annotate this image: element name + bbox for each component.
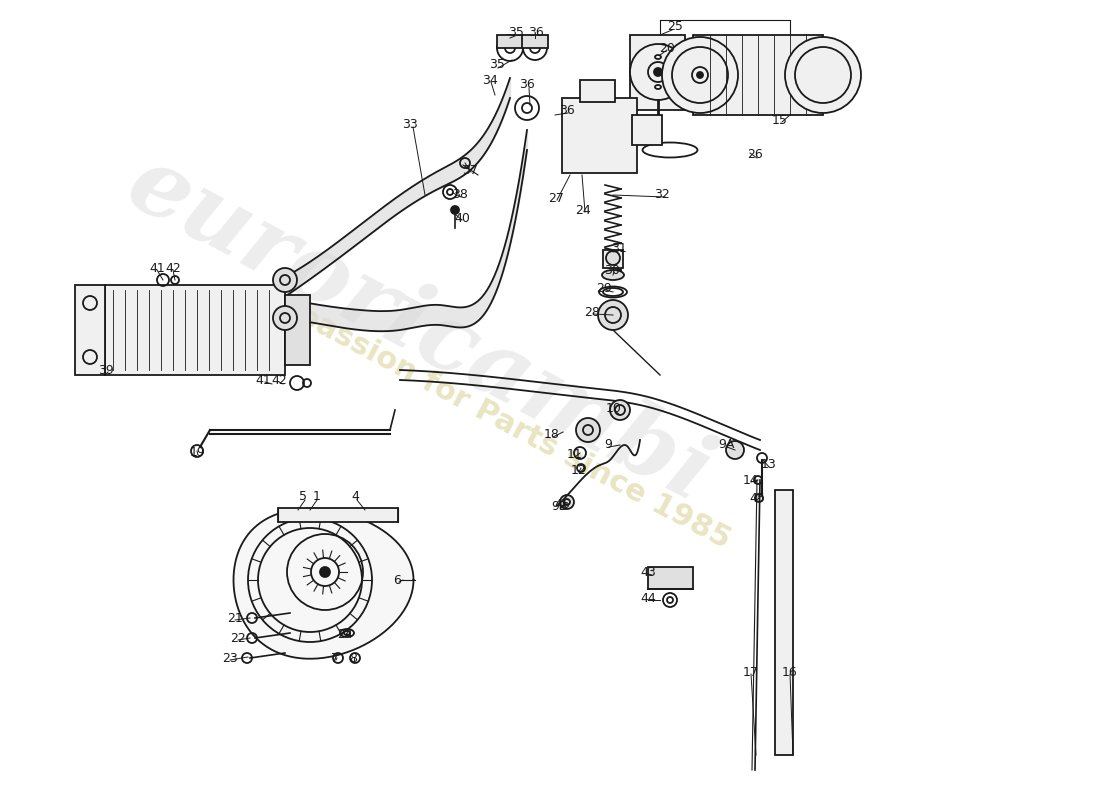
Bar [278,508,398,522]
Circle shape [630,44,686,100]
Text: 18: 18 [544,429,560,442]
Text: 12: 12 [571,463,587,477]
Bar [580,80,615,102]
Text: 22: 22 [230,631,246,645]
Circle shape [662,37,738,113]
Circle shape [560,495,574,509]
Circle shape [273,268,297,292]
Text: 17: 17 [744,666,759,678]
Bar [562,98,637,173]
Text: 41: 41 [150,262,165,274]
Circle shape [726,441,744,459]
Bar [648,567,693,589]
Circle shape [697,72,703,78]
Circle shape [451,206,459,214]
Text: 25: 25 [667,21,683,34]
Bar [776,490,793,755]
Bar [104,285,285,375]
Text: 9: 9 [604,438,612,451]
Text: 43: 43 [640,566,656,578]
Text: 34: 34 [482,74,498,86]
Bar [285,295,310,365]
Text: 5: 5 [299,490,307,503]
Text: a passion for Parts since 1985: a passion for Parts since 1985 [264,286,736,554]
Text: 10: 10 [606,402,621,414]
Circle shape [273,306,297,330]
Text: 8: 8 [349,651,358,665]
Text: 14: 14 [744,474,759,486]
Text: 29: 29 [596,282,612,294]
Text: 27: 27 [548,191,564,205]
Text: 31: 31 [612,242,627,254]
Bar [632,115,662,145]
Text: 7: 7 [331,651,339,665]
Text: 26: 26 [747,149,763,162]
Text: 28: 28 [584,306,600,318]
Text: 9B: 9B [552,501,569,514]
Text: 11: 11 [568,449,583,462]
Text: 6: 6 [393,574,400,586]
Text: 16: 16 [782,666,797,678]
Text: 23: 23 [222,651,238,665]
Text: 46: 46 [554,498,570,511]
Text: 40: 40 [454,211,470,225]
Text: 24: 24 [337,629,353,642]
Text: 36: 36 [519,78,535,91]
Text: 36: 36 [559,103,575,117]
Text: 42: 42 [271,374,287,386]
Text: 19: 19 [190,446,206,459]
Circle shape [785,37,861,113]
Bar [630,35,685,110]
Text: 21: 21 [227,611,243,625]
Text: 33: 33 [403,118,418,131]
Circle shape [654,68,662,76]
Circle shape [576,418,600,442]
Text: 20: 20 [659,42,675,54]
Circle shape [610,400,630,420]
Polygon shape [233,509,414,658]
Text: 38: 38 [452,189,468,202]
Text: 35: 35 [490,58,505,71]
Bar [497,35,522,48]
Text: 37: 37 [462,163,477,177]
Bar [693,35,823,115]
Circle shape [692,67,708,83]
Text: euroricambi: euroricambi [113,138,727,522]
Text: 30: 30 [604,263,620,277]
Text: 4: 4 [351,490,359,503]
Text: 42: 42 [165,262,180,274]
Text: 39: 39 [98,363,114,377]
Circle shape [598,300,628,330]
Text: 45: 45 [749,491,764,505]
Bar [75,285,104,375]
Text: 32: 32 [654,189,670,202]
Text: 24: 24 [575,203,591,217]
Circle shape [606,251,620,265]
Text: 1: 1 [314,490,321,503]
Circle shape [320,567,330,577]
Text: 35: 35 [508,26,524,38]
Ellipse shape [602,270,624,280]
Text: 44: 44 [640,591,656,605]
Text: 13: 13 [761,458,777,471]
Text: 15: 15 [772,114,788,126]
Text: 36: 36 [528,26,543,38]
Text: 41: 41 [255,374,271,386]
Text: 9A: 9A [718,438,734,451]
Bar [603,250,623,268]
Bar [522,35,548,48]
